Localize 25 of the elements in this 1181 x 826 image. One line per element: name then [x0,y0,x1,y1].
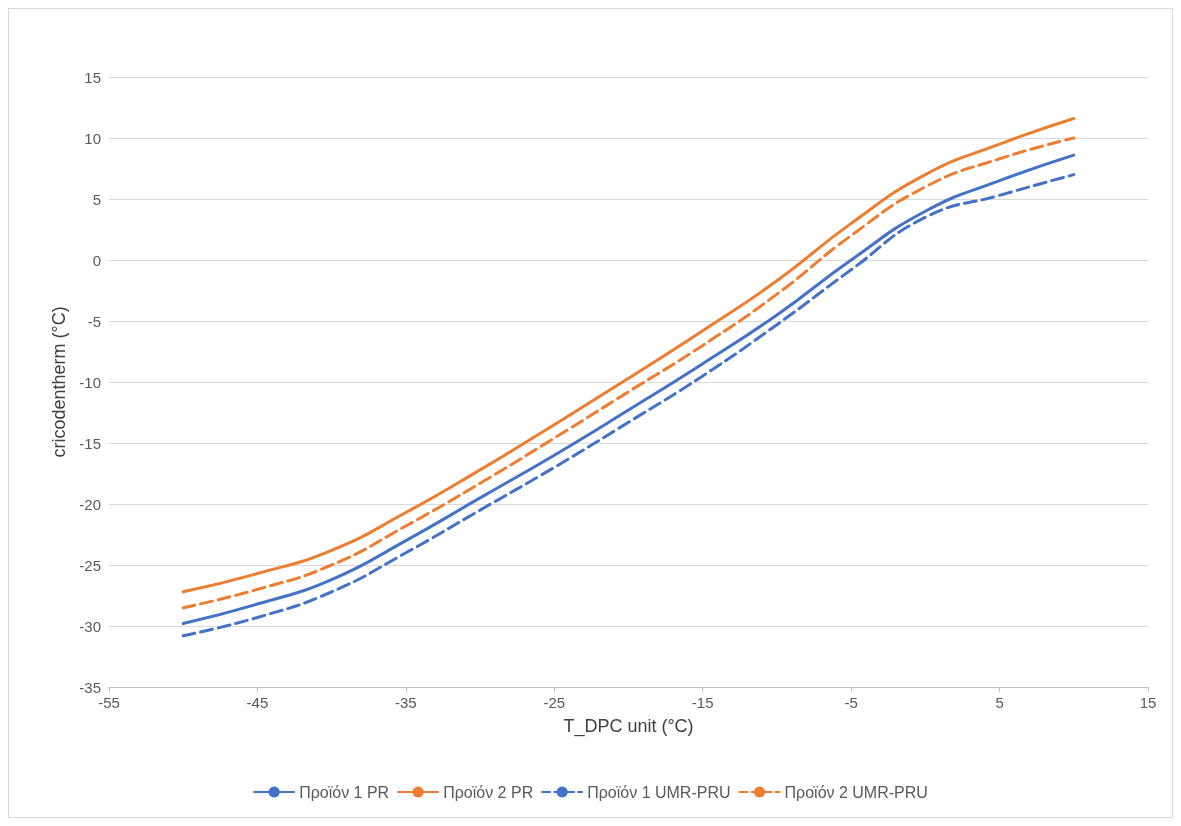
legend-label: Προϊόν 1 PR [299,783,390,801]
x-tick-label: -25 [543,694,566,711]
x-tick-label: -55 [98,694,120,711]
y-axis-title: cricodentherm (°C) [49,306,70,458]
x-tick-label: -15 [691,694,714,711]
x-tick-label: -5 [844,694,858,711]
y-tick-label: 5 [92,190,101,208]
x-tick-label: -45 [246,694,269,711]
y-tick-label: 15 [84,68,101,86]
y-tick-label: -35 [79,678,101,696]
y-tick-label: -10 [79,373,101,391]
y-tick-label: 0 [92,251,101,269]
y-tick-label: 10 [84,129,101,147]
y-tick-label: -5 [87,312,101,330]
y-tick-label: -15 [79,434,101,452]
x-tick-label: 15 [1139,694,1157,711]
y-tick-label: -20 [79,495,101,513]
legend-label: Προϊόν 2 UMR-PRU [784,783,928,801]
x-tick-label: 5 [995,694,1004,711]
legend-label: Προϊόν 2 PR [443,783,534,801]
y-tick-label: -25 [79,556,101,574]
legend-label: Προϊόν 1 UMR-PRU [587,783,731,801]
x-axis-title: T_DPC unit (°C) [563,716,694,737]
y-tick-label: -30 [79,617,101,635]
x-tick-label: -35 [395,694,417,711]
